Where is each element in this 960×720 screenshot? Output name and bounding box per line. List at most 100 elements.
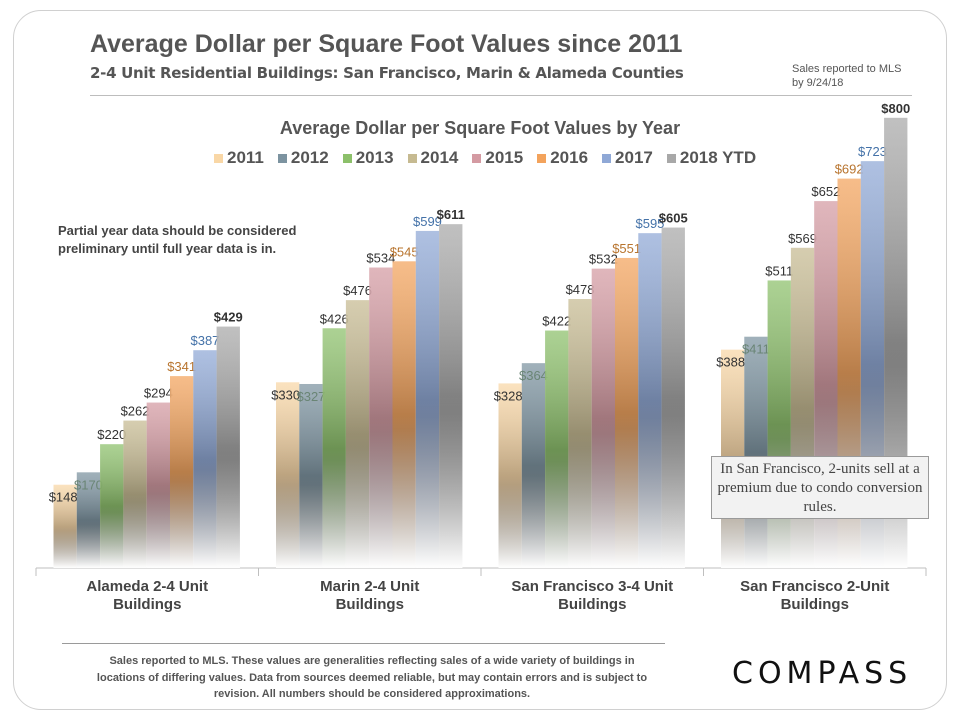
callout-box: In San Francisco, 2-units sell at a prem…	[711, 456, 929, 519]
legend-swatch	[407, 153, 417, 163]
data-label: $411	[742, 342, 770, 357]
bar-shading	[661, 227, 685, 568]
compass-logo: COMPASS	[732, 656, 913, 691]
bar-shading	[744, 336, 768, 568]
category-label: Buildings	[113, 596, 181, 613]
bar-shading	[392, 261, 416, 568]
legend-item: 2014	[407, 148, 459, 168]
data-label: $422	[542, 314, 571, 329]
legend-label: 2011	[227, 148, 264, 167]
page-subtitle: 2-4 Unit Residential Buildings: San Fran…	[90, 64, 684, 82]
data-label: $341	[167, 359, 196, 374]
category-label: Buildings	[336, 596, 404, 613]
data-label: $723	[858, 144, 887, 159]
bar-shading	[76, 472, 101, 568]
data-label: $478	[566, 282, 595, 297]
bar-shading	[498, 383, 522, 568]
data-label: $476	[343, 283, 372, 298]
data-label: $262	[121, 404, 150, 419]
bar-shading	[146, 402, 170, 568]
bar-shading	[568, 299, 592, 568]
legend-label: 2017	[615, 148, 653, 167]
bar-shading	[615, 257, 639, 568]
bar-shading	[545, 330, 569, 568]
data-label: $652	[811, 184, 840, 199]
legend-swatch	[666, 153, 676, 163]
category-label: Buildings	[781, 596, 849, 613]
data-label: $800	[881, 101, 910, 116]
data-label: $327	[296, 389, 325, 404]
data-label: $220	[97, 427, 126, 442]
legend-label: 2015	[485, 148, 524, 167]
data-label: $611	[437, 207, 465, 222]
bar-shading	[439, 224, 463, 568]
legend-label: 2016	[550, 148, 589, 167]
legend-item: 2015	[472, 148, 523, 168]
legend-swatch	[277, 153, 287, 163]
footnote: Sales reported to MLS. These values are …	[96, 655, 648, 700]
data-label: $595	[635, 216, 664, 231]
category-label: San Francisco 3-4 Unit	[511, 578, 673, 595]
bar-shading	[591, 268, 615, 568]
bar-shading	[193, 350, 217, 568]
category-label: Alameda 2-4 Unit	[86, 578, 208, 595]
bar-shading	[415, 230, 440, 568]
bar-shading	[322, 328, 346, 568]
category-label: San Francisco 2-Unit	[740, 578, 889, 595]
data-label: $170	[74, 477, 103, 492]
bar-shading	[884, 117, 908, 568]
bar-shading	[369, 267, 393, 568]
data-label: $387	[190, 333, 219, 348]
legend-label: 2018 YTD	[679, 148, 757, 167]
legend-swatch	[602, 153, 612, 163]
bar-shading	[767, 280, 791, 568]
bar-shading	[299, 383, 323, 568]
legend-label: 2012	[290, 148, 329, 167]
legend-item: 2012	[277, 148, 329, 168]
header-divider	[90, 95, 912, 96]
data-label: $364	[519, 368, 548, 383]
data-label: $534	[366, 251, 395, 266]
bar-shading	[216, 326, 240, 568]
legend-label: 2014	[420, 148, 459, 167]
legend-item: 2018 YTD	[666, 148, 757, 168]
legend-swatch	[342, 153, 352, 163]
chart-title: Average Dollar per Square Foot Values by…	[279, 118, 681, 138]
data-label: $388	[716, 355, 745, 370]
bar-shading	[521, 363, 546, 568]
data-label: $692	[835, 162, 864, 177]
data-label: $545	[390, 244, 419, 259]
bar-shading	[100, 444, 124, 568]
data-label: $569	[788, 231, 817, 246]
data-label: $330	[271, 387, 300, 402]
data-label: $599	[413, 214, 442, 229]
legend-swatch	[537, 153, 547, 163]
partial-year-note: Partial year data should be considered p…	[58, 223, 297, 256]
legend-swatch	[472, 153, 482, 163]
bar-shading	[53, 484, 77, 568]
data-label: $605	[659, 211, 688, 226]
data-label: $294	[144, 386, 173, 401]
legend-item: 2016	[537, 148, 588, 168]
footer-divider	[62, 643, 665, 644]
chart-legend: 2011 2012 2013 2014 2015 2016 2017 2018 YTD	[214, 148, 756, 168]
category-label: Marin 2-4 Unit	[320, 578, 419, 595]
data-label: $429	[214, 310, 243, 325]
bar-shading	[276, 382, 300, 568]
data-label: $511	[765, 263, 793, 278]
legend-item: 2013	[342, 148, 394, 168]
data-label: $328	[494, 388, 523, 403]
page-title: Average Dollar per Square Foot Values si…	[90, 30, 683, 58]
data-label: $551	[612, 241, 641, 256]
data-label: $532	[589, 252, 618, 267]
bar-shading	[638, 233, 662, 568]
bar-shading	[345, 300, 370, 568]
data-label: $148	[49, 490, 78, 505]
legend-swatch	[214, 153, 223, 163]
category-label: Buildings	[558, 596, 626, 613]
legend-label: 2013	[355, 148, 394, 167]
bar-shading	[123, 420, 147, 568]
legend-item: 2011	[214, 148, 264, 168]
bar-shading	[790, 247, 815, 568]
